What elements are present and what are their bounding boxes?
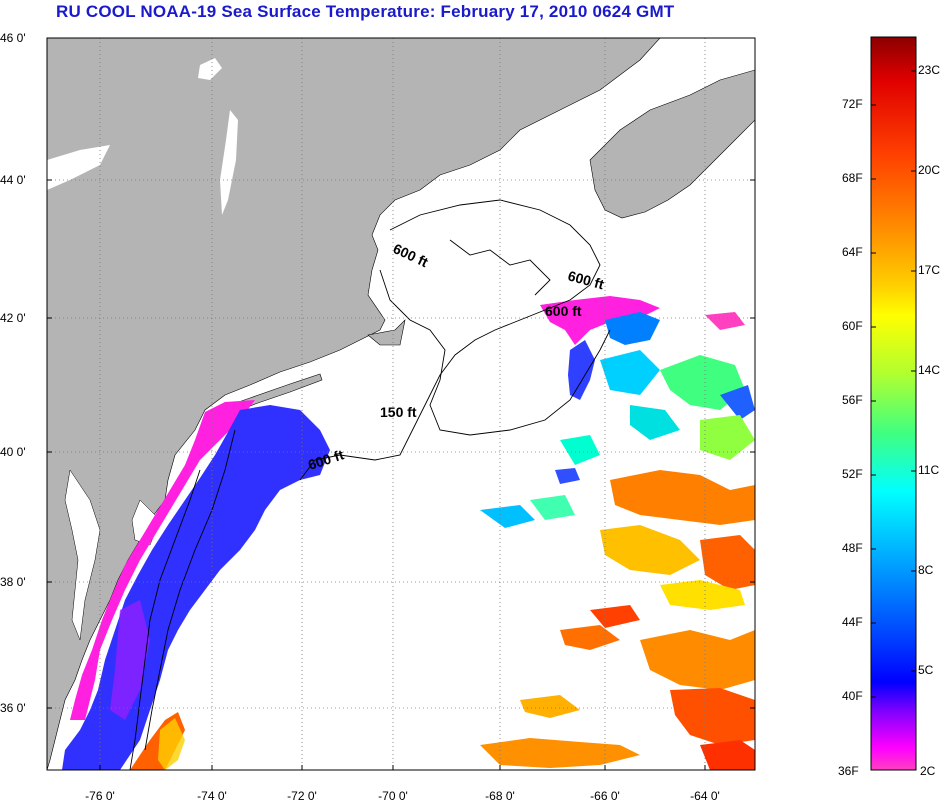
lon-label: -76 0' <box>85 789 115 803</box>
colorbar-f-label: 52F <box>842 467 863 481</box>
lon-label: -68 0' <box>485 789 515 803</box>
sst-georges-blue2 <box>605 312 660 345</box>
land-nova-scotia <box>589 69 755 219</box>
colorbar-c-label: 17C <box>918 263 941 277</box>
lake-ontario <box>47 145 110 190</box>
colorbar <box>870 36 917 771</box>
frame-ticks <box>47 37 755 770</box>
sst-coastal-magenta <box>70 400 255 720</box>
colorbar-f-label: 56F <box>842 393 863 407</box>
land-cape-cod <box>367 319 406 346</box>
colorbar-c-label: 23C <box>918 63 941 77</box>
colorbar-c-label: 14C <box>918 363 941 377</box>
colorbar-c-label: 20C <box>918 163 941 177</box>
map-title: RU COOL NOAA-19 Sea Surface Temperature:… <box>56 2 675 21</box>
land-mainland <box>47 38 661 770</box>
lon-label: -72 0' <box>287 789 317 803</box>
chesapeake-bay <box>64 469 101 641</box>
colorbar-c-label: 2C <box>920 764 936 778</box>
lat-label: 36 0' <box>0 701 26 715</box>
depth-contours <box>129 199 611 770</box>
colorbar-f-label: 48F <box>842 541 863 555</box>
sst-hatteras-yellow <box>158 718 185 770</box>
lon-label: -70 0' <box>378 789 408 803</box>
colorbar-c-label: 8C <box>918 563 934 577</box>
lat-label: 44 0' <box>0 173 26 187</box>
colorbar-f-label: 44F <box>842 615 863 629</box>
colorbar-f-label: 36F <box>838 764 859 778</box>
lat-label: 46 0' <box>0 31 26 45</box>
lake-champlain <box>220 110 238 215</box>
sst-shelf-purple <box>110 600 150 720</box>
colorbar-c-label: 11C <box>918 463 940 477</box>
sst-offshore-patches <box>480 312 755 770</box>
lat-label: 42 0' <box>0 311 26 325</box>
lon-label: -74 0' <box>197 789 227 803</box>
map-frame <box>46 37 756 771</box>
colorbar-ticks <box>871 70 916 698</box>
latitude-labels: 46 0' 44 0' 42 0' 40 0' 38 0' 36 0' <box>0 31 26 715</box>
sst-georges-magenta <box>540 296 660 345</box>
colorbar-c-label: 5C <box>918 663 934 677</box>
lon-label: -66 0' <box>590 789 620 803</box>
lat-label: 38 0' <box>0 575 26 589</box>
depth-label: 600 ft <box>545 303 582 319</box>
longitude-labels: -76 0' -74 0' -72 0' -70 0' -68 0' -66 0… <box>85 789 720 803</box>
lon-label: -64 0' <box>690 789 720 803</box>
colorbar-f-label: 64F <box>842 245 863 259</box>
lat-label: 40 0' <box>0 445 26 459</box>
depth-label: 150 ft <box>380 404 417 420</box>
colorbar-f-label: 40F <box>842 689 863 703</box>
colorbar-f-label: 72F <box>842 97 863 111</box>
sst-georges-blue <box>568 340 595 400</box>
colorbar-f-label: 68F <box>842 171 863 185</box>
lake-small <box>198 58 222 80</box>
colorbar-f-label: 60F <box>842 319 863 333</box>
